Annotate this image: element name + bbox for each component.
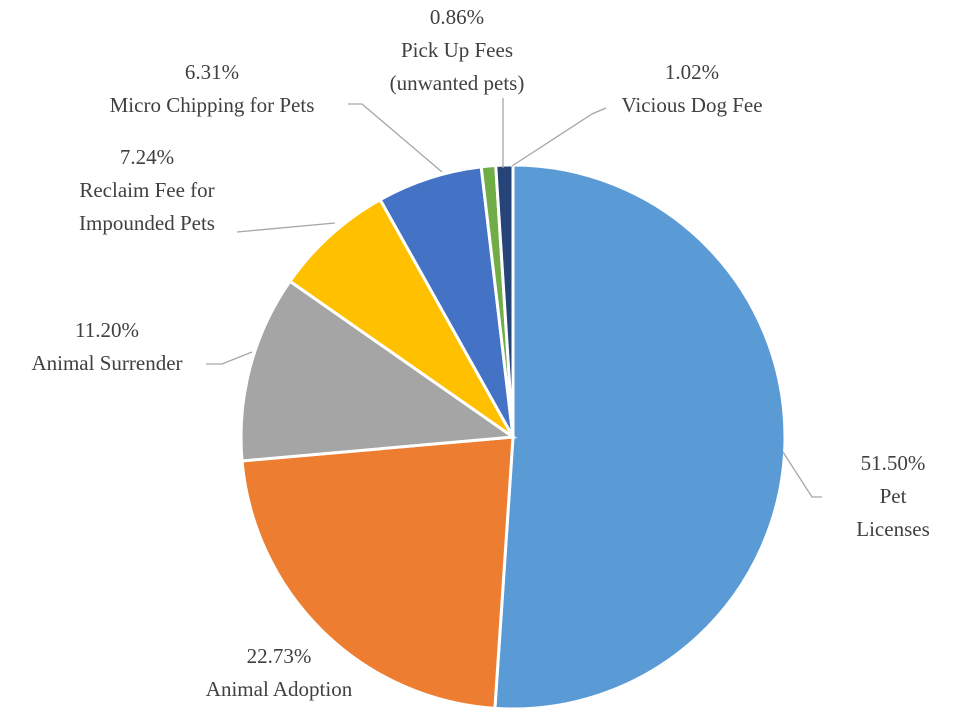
value-label: 0.86% xyxy=(429,5,485,29)
data-label: 6.31% Micro Chipping for Pets xyxy=(110,56,315,122)
category-label: Pick Up Fees (unwanted pets) xyxy=(389,38,525,95)
data-label: 11.20% Animal Surrender xyxy=(31,314,182,380)
leader-line xyxy=(511,107,607,167)
data-label: 1.02% Vicious Dog Fee xyxy=(621,56,762,122)
category-label: Reclaim Fee for Impounded Pets xyxy=(79,178,215,235)
value-label: 7.24% xyxy=(119,145,175,169)
value-label: 6.31% xyxy=(184,60,240,84)
leader-line xyxy=(782,451,822,498)
leader-line xyxy=(348,103,443,173)
pie-slice xyxy=(240,435,515,710)
value-label: 11.20% xyxy=(75,318,139,342)
data-label: 0.86% Pick Up Fees (unwanted pets) xyxy=(390,1,525,100)
pie-slice xyxy=(287,197,515,439)
data-label: 51.50% Pet Licenses xyxy=(856,447,929,546)
pie-slice xyxy=(493,163,787,710)
value-label: 22.73% xyxy=(246,644,312,668)
data-label: 7.24% Reclaim Fee for Impounded Pets xyxy=(79,141,215,240)
leader-line xyxy=(236,222,336,233)
leader-line xyxy=(206,351,253,365)
pie-slice xyxy=(239,279,518,463)
category-label: Micro Chipping for Pets xyxy=(109,93,315,117)
category-label: Pet Licenses xyxy=(856,484,930,541)
category-label: Animal Adoption xyxy=(205,677,353,701)
data-label: 22.73% Animal Adoption xyxy=(206,640,352,706)
value-label: 1.02% xyxy=(664,60,720,84)
category-label: Vicious Dog Fee xyxy=(621,93,763,117)
value-label: 51.50% xyxy=(860,451,926,475)
category-label: Animal Surrender xyxy=(31,351,183,375)
